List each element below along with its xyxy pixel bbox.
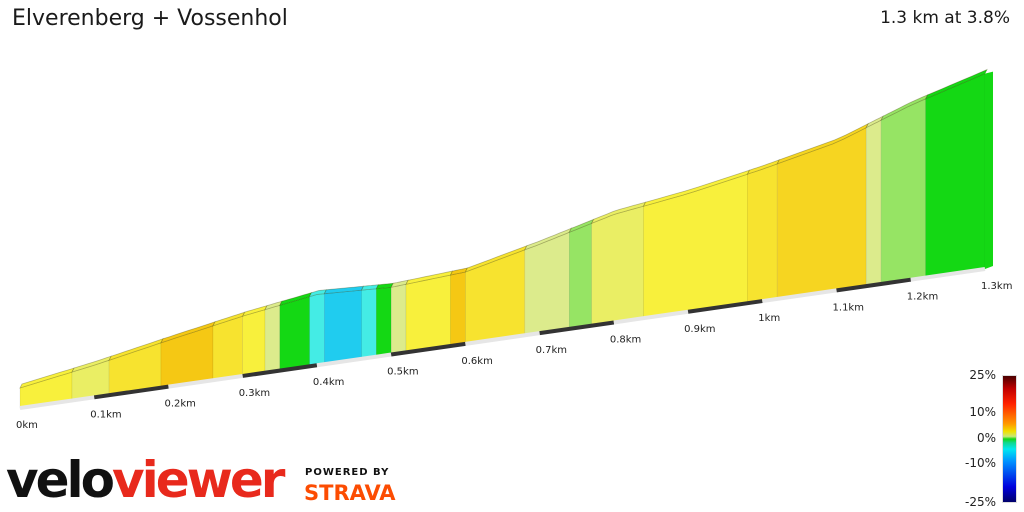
scale-label-0: 0% (976, 431, 996, 445)
scale-label-25: 25% (969, 368, 996, 382)
x-tick-label: 0.6km (461, 356, 492, 367)
logo-viewer-text: viewer (112, 451, 285, 509)
grade-segment (323, 289, 362, 365)
axis-segment (762, 288, 837, 304)
distance-axis (19, 267, 986, 410)
x-tick-label: 0.8km (610, 334, 641, 345)
axis-segment (19, 395, 95, 410)
axis-segment (613, 309, 689, 325)
x-tick-label: 1.3km (981, 281, 1012, 292)
profile-end-cap (985, 71, 993, 269)
grade-segment (264, 304, 281, 374)
grade-segment (865, 119, 882, 287)
route-summary: 1.3 km at 3.8% (880, 8, 1010, 28)
strava-logo[interactable]: STRAVA (304, 481, 396, 505)
grade-segment (747, 163, 778, 304)
powered-by-label: POWERED BY (305, 467, 390, 478)
x-tick-label: 0.3km (239, 388, 270, 399)
grade-segment (880, 98, 926, 285)
grade-segment (375, 286, 392, 358)
elevation-profile-chart: 0km 0.1km 0.2km 0.3km 0.4km 0.5km 0.6km 0.7km 0.… (16, 68, 1012, 431)
grade-segment (568, 222, 592, 330)
logo-velo-text: velo (6, 451, 115, 509)
x-tick-label: 1km (758, 313, 780, 324)
x-tick-label: 0.7km (536, 345, 567, 356)
grade-segment (450, 271, 466, 347)
grade-segment (212, 315, 243, 381)
x-tick-label: 0.4km (313, 377, 344, 388)
grade-scale-bar (1002, 375, 1017, 503)
grade-segment (160, 325, 214, 389)
grade-segment (361, 288, 377, 360)
axis-segment (687, 299, 763, 314)
distance-ticks: 0km 0.1km 0.2km 0.3km 0.4km 0.5km 0.6km 0.7km 0.… (16, 281, 1012, 431)
x-tick-label: 0.9km (684, 324, 715, 335)
veloviewer-logo[interactable]: veloviewer (6, 451, 285, 509)
scale-label-minus-10: -10% (964, 456, 996, 470)
scale-label-minus-25: -25% (964, 495, 996, 509)
axis-segment (168, 373, 243, 389)
axis-segment (539, 320, 615, 336)
axis-segment (390, 341, 466, 357)
grade-segment (465, 249, 526, 345)
grade-segment (405, 274, 451, 353)
axis-segment (836, 277, 912, 293)
grade-segment (776, 127, 867, 300)
axis-segment (93, 384, 169, 400)
grade-segment (643, 173, 748, 319)
grade-segment (242, 309, 266, 377)
x-tick-label: 0.2km (164, 399, 195, 410)
grade-segment-top (924, 68, 988, 100)
x-tick-label: 1.2km (907, 292, 938, 303)
grade-segment (279, 296, 310, 371)
axis-segment (316, 352, 392, 368)
grade-segment (591, 205, 644, 327)
profile-walls (19, 68, 993, 409)
x-tick-label: 0.1km (90, 409, 121, 420)
x-tick-label: 1.1km (833, 302, 864, 313)
grade-segment (390, 283, 407, 355)
grade-segment (309, 293, 325, 367)
axis-segment (465, 331, 540, 346)
scale-label-10: 10% (969, 405, 996, 419)
axis-segment (910, 267, 986, 282)
route-title: Elverenberg + Vossenhol (12, 6, 288, 31)
x-tick-label: 0km (16, 420, 38, 431)
axis-segment (242, 363, 318, 378)
grade-segment (925, 73, 986, 278)
x-tick-label: 0.5km (387, 367, 418, 378)
